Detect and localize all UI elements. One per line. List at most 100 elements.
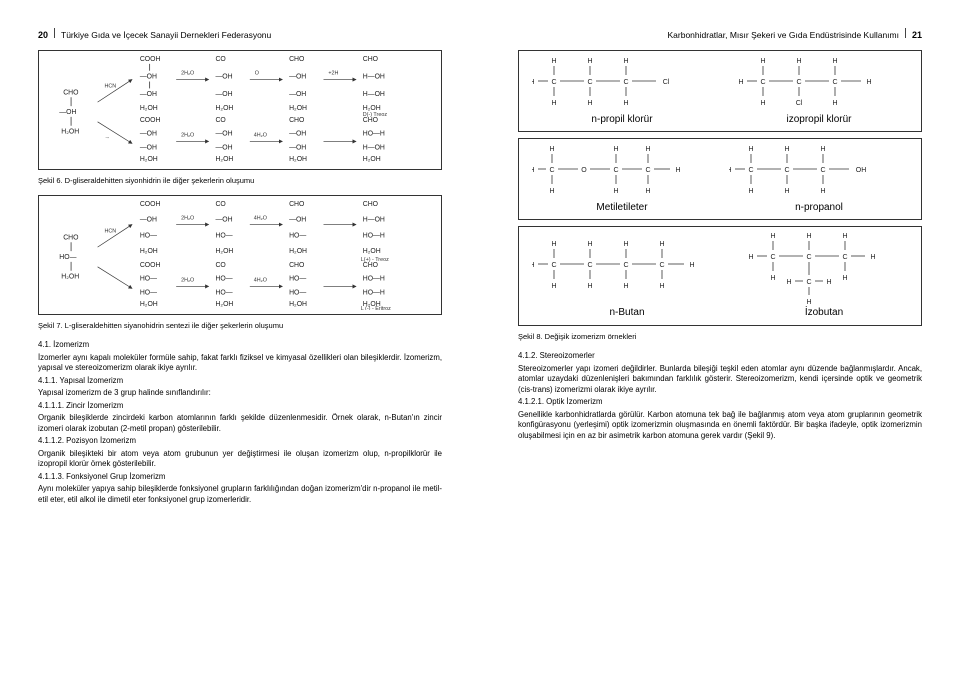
mol-izobutan: C C C H H H H H H H C H H (739, 231, 909, 321)
svg-text:H₂OH: H₂OH (215, 248, 233, 255)
svg-text:H: H (820, 188, 825, 195)
p-4121: Genellikle karbonhidratlarda görülür. Ka… (518, 410, 922, 442)
right-body: 4.1.2. Stereoizomerler Stereoizomerler y… (518, 351, 922, 441)
figure-8-caption: Şekil 8. Değişik izomerizm örnekleri (518, 332, 922, 341)
sec-411: 4.1.1. Yapısal İzomerizm (38, 376, 442, 387)
svg-text:4H₂O: 4H₂O (254, 278, 267, 284)
svg-text:H: H (659, 241, 664, 248)
svg-text:+2H: +2H (328, 71, 338, 77)
svg-text:H: H (623, 100, 628, 107)
svg-text:C: C (623, 262, 628, 269)
svg-text:CHO: CHO (289, 262, 304, 269)
svg-text:HCN: HCN (104, 228, 116, 234)
svg-text:H: H (675, 167, 680, 174)
svg-text:—OH: —OH (140, 91, 157, 98)
figure-6-svg: CHO —OH H₂OH HCN → COOH —OH —OH (43, 55, 437, 165)
svg-text:H: H (748, 188, 753, 195)
svg-text:O: O (581, 167, 587, 174)
svg-text:C: C (760, 79, 765, 86)
svg-text:C: C (820, 167, 825, 174)
left-page-number: 20 (38, 30, 48, 40)
sec-4112: 4.1.1.2. Pozisyon İzomerizm (38, 436, 442, 447)
svg-text:CO: CO (215, 56, 225, 63)
sec-4121: 4.1.2.1. Optik İzomerizm (518, 397, 922, 408)
svg-text:H₂OH: H₂OH (215, 301, 233, 308)
p-4111: Organik bileşiklerde zincirdeki karbon a… (38, 413, 442, 434)
svg-text:C: C (748, 167, 753, 174)
svg-text:C: C (613, 167, 618, 174)
svg-text:H—OH: H—OH (363, 74, 385, 81)
page-right: Karbonhidratlar, Mısır Şekeri ve Gıda En… (480, 0, 960, 699)
svg-text:COOH: COOH (140, 117, 161, 124)
svg-text:H: H (784, 188, 789, 195)
svg-text:H₂OH: H₂OH (140, 105, 158, 112)
svg-text:—OH: —OH (289, 74, 306, 81)
sec-41: 4.1. İzomerizm (38, 340, 442, 351)
svg-text:C: C (659, 262, 664, 269)
svg-text:→: → (104, 134, 109, 140)
svg-text:H: H (549, 146, 554, 153)
svg-text:CO: CO (215, 117, 225, 124)
svg-text:H: H (551, 58, 556, 65)
label-metiletileter: Metiletileter (596, 202, 648, 213)
svg-text:CHO: CHO (289, 201, 304, 208)
svg-text:2H₂O: 2H₂O (181, 133, 194, 139)
left-header: 20 Türkiye Gıda ve İçecek Sanayii Dernek… (38, 28, 442, 40)
svg-text:CHO: CHO (363, 56, 378, 63)
label-npropanol: n-propanol (795, 202, 843, 213)
svg-text:4H₂O: 4H₂O (254, 216, 267, 222)
svg-text:H: H (832, 58, 837, 65)
svg-text:—OH: —OH (140, 131, 157, 138)
svg-text:HO—: HO— (140, 289, 157, 296)
svg-text:CO: CO (215, 262, 225, 269)
svg-text:HO—: HO— (140, 276, 157, 283)
svg-text:2H₂O: 2H₂O (181, 278, 194, 284)
svg-text:HO—: HO— (289, 232, 306, 239)
sec-4113: 4.1.1.3. Fonksiyonel Grup İzomerizm (38, 472, 442, 483)
svg-text:HO—: HO— (59, 254, 76, 261)
svg-text:H₂OH: H₂OH (215, 105, 233, 112)
svg-text:—OH: —OH (289, 131, 306, 138)
svg-text:H: H (842, 275, 847, 282)
svg-text:C: C (796, 79, 801, 86)
svg-text:H: H (532, 167, 535, 174)
mol-isopropylchloride: C C C H H H H H Cl H H izopropil klorür (729, 56, 909, 126)
svg-text:H: H (820, 146, 825, 153)
svg-text:H—OH: H—OH (363, 217, 385, 224)
figure-6-caption: Şekil 6. D-gliseraldehitten siyonhidrin … (38, 176, 442, 185)
svg-text:H₂OH: H₂OH (363, 156, 381, 163)
svg-text:—OH: —OH (289, 217, 306, 224)
svg-text:H: H (551, 100, 556, 107)
svg-text:—OH: —OH (140, 74, 157, 81)
svg-text:L (-) - Eritroz: L (-) - Eritroz (361, 306, 391, 310)
svg-text:H₂OH: H₂OH (61, 274, 79, 281)
svg-text:C: C (806, 279, 811, 286)
svg-text:C: C (587, 262, 592, 269)
svg-text:HO—: HO— (215, 289, 232, 296)
svg-text:H—OH: H—OH (363, 144, 385, 151)
svg-text:H₂OH: H₂OH (289, 248, 307, 255)
svg-text:HO—H: HO—H (363, 131, 385, 138)
svg-text:H: H (623, 58, 628, 65)
svg-text:CHO: CHO (289, 56, 304, 63)
svg-text:H: H (738, 79, 743, 86)
left-header-text: Türkiye Gıda ve İçecek Sanayii Dernekler… (61, 30, 271, 40)
svg-text:—OH: —OH (215, 131, 232, 138)
svg-text:H: H (532, 262, 535, 269)
svg-text:HO—: HO— (289, 289, 306, 296)
svg-text:COOH: COOH (140, 56, 161, 63)
svg-text:HO—H: HO—H (363, 276, 385, 283)
left-body: 4.1. İzomerizm İzomerler aynı kapalı mol… (38, 340, 442, 505)
svg-text:H: H (645, 188, 650, 195)
svg-text:—OH: —OH (215, 217, 232, 224)
svg-text:HO—: HO— (140, 232, 157, 239)
svg-text:H: H (613, 146, 618, 153)
label-isopropylchloride: izopropil klorür (786, 114, 852, 125)
svg-text:H: H (770, 275, 775, 282)
svg-text:H: H (623, 283, 628, 290)
svg-text:H: H (623, 241, 628, 248)
svg-text:H: H (770, 233, 775, 240)
right-header: Karbonhidratlar, Mısır Şekeri ve Gıda En… (518, 28, 922, 40)
header-rule (54, 28, 55, 38)
svg-text:CHO: CHO (63, 89, 78, 96)
